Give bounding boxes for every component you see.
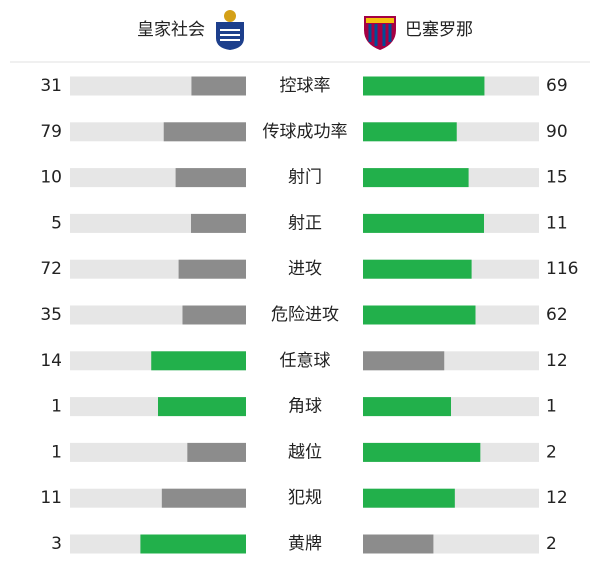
away-bar <box>363 442 481 462</box>
away-bar <box>363 488 455 508</box>
home-value: 11 <box>40 488 62 508</box>
away-bar <box>363 76 485 96</box>
home-bar <box>163 122 246 142</box>
stat-label: 控球率 <box>280 76 331 96</box>
away-value: 12 <box>546 488 568 508</box>
away-logo <box>364 16 396 50</box>
stat-label: 任意球 <box>280 351 331 371</box>
away-bar <box>363 122 457 142</box>
home-bar <box>182 305 246 325</box>
away-bar <box>363 397 451 417</box>
away-value: 11 <box>546 213 568 233</box>
away-bar <box>363 259 472 279</box>
stat-label: 危险进攻 <box>271 305 339 325</box>
away-value: 1 <box>546 397 557 417</box>
home-team-name: 皇家社会 <box>137 20 205 40</box>
stat-label: 传球成功率 <box>263 122 348 142</box>
away-bar <box>363 305 476 325</box>
away-value: 15 <box>546 168 568 188</box>
away-bar <box>363 168 469 188</box>
home-value: 10 <box>40 168 62 188</box>
home-bar <box>140 534 246 554</box>
home-value: 72 <box>40 259 62 279</box>
away-team-name: 巴塞罗那 <box>405 20 473 40</box>
home-bar <box>161 488 246 508</box>
stat-label: 射正 <box>288 213 322 233</box>
home-value: 35 <box>40 305 62 325</box>
home-bar <box>158 397 246 417</box>
away-value: 2 <box>546 534 557 554</box>
home-value: 79 <box>40 122 62 142</box>
stat-label: 进攻 <box>288 259 322 279</box>
home-value: 1 <box>51 397 62 417</box>
home-bar <box>191 213 246 233</box>
home-value: 5 <box>51 213 62 233</box>
home-value: 1 <box>51 442 62 462</box>
home-value: 3 <box>51 534 62 554</box>
home-bar <box>187 442 246 462</box>
stat-label: 犯规 <box>288 488 322 508</box>
away-value: 90 <box>546 122 568 142</box>
stat-label: 角球 <box>288 397 322 417</box>
stat-label: 越位 <box>288 442 322 462</box>
away-value: 12 <box>546 351 568 371</box>
away-value: 2 <box>546 442 557 462</box>
away-value: 116 <box>546 259 578 279</box>
stat-label: 射门 <box>288 168 322 188</box>
away-value: 62 <box>546 305 568 325</box>
away-value: 69 <box>546 76 568 96</box>
home-logo <box>216 10 244 50</box>
away-bar <box>363 534 434 554</box>
home-value: 14 <box>40 351 62 371</box>
home-value: 31 <box>40 76 62 96</box>
away-bar <box>363 351 445 371</box>
home-bar <box>191 76 246 96</box>
stat-label: 黄牌 <box>288 534 322 554</box>
home-bar <box>178 259 246 279</box>
away-bar <box>363 213 484 233</box>
home-bar <box>151 351 246 371</box>
home-bar <box>175 168 246 188</box>
